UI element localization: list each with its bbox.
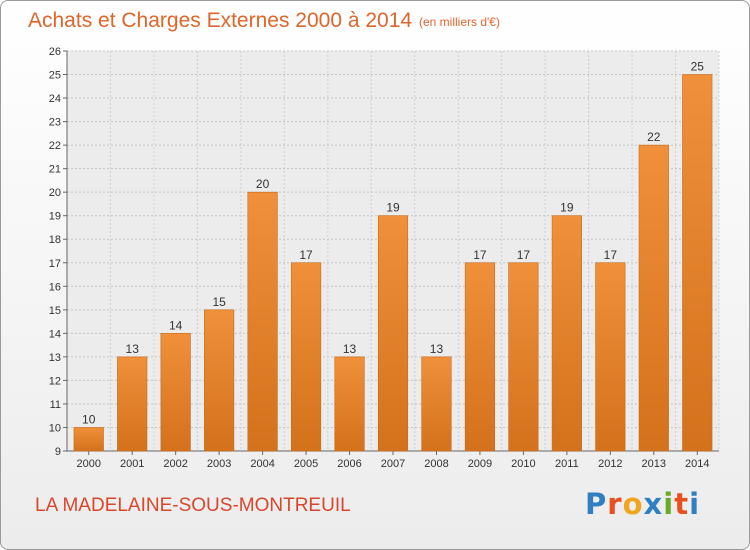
data-label: 14 [169,318,183,332]
y-tick-label: 14 [49,328,61,340]
x-tick-label: 2007 [381,458,405,470]
y-tick-label: 22 [49,140,61,152]
data-label: 13 [126,342,140,356]
y-tick-label: 26 [49,46,61,58]
x-tick-label: 2009 [468,458,492,470]
logo-letter: P [585,487,608,521]
x-tick-label: 2008 [424,458,448,470]
bar [595,262,626,452]
bar [464,262,496,452]
x-tick-label: 2011 [555,458,579,470]
y-tick-label: 16 [49,281,61,293]
data-label: 10 [82,412,96,426]
logo-letter: i [689,487,701,521]
y-tick-label: 9 [55,446,61,458]
bar-layer [73,74,713,452]
y-tick-label: 20 [49,187,61,199]
data-label: 19 [560,201,574,215]
chart-title: Achats et Charges Externes 2000 à 2014 [28,9,413,32]
data-label: 17 [604,248,618,262]
x-tick-label: 2000 [76,458,100,470]
logo-letter: t [674,487,690,521]
bar [551,215,582,452]
data-label: 13 [343,342,357,356]
x-tick-label: 2001 [120,458,144,470]
x-tick-label: 2002 [163,458,187,470]
x-tick-label: 2014 [685,458,709,470]
x-tick-label: 2013 [642,458,666,470]
proxiti-logo[interactable]: Proxiti [585,487,700,521]
data-label: 19 [386,201,400,215]
x-tick-label: 2005 [294,458,318,470]
y-tick-label: 23 [49,117,61,129]
y-tick-label: 18 [49,234,61,246]
data-label: 13 [430,342,444,356]
y-tick-label: 24 [49,93,61,105]
bar [377,215,409,452]
y-tick-label: 19 [49,211,61,223]
chart-unit: (en milliers d'€) [419,15,500,29]
data-label: 22 [647,130,661,144]
y-tick-label: 21 [49,164,61,176]
logo-letter: r [607,487,623,521]
y-tick-label: 15 [49,305,61,317]
bar [334,356,365,452]
data-label: 17 [517,248,531,262]
y-tick-label: 25 [49,70,61,82]
data-label: 15 [212,295,226,309]
x-tick-label: 2003 [207,458,231,470]
data-label: 25 [691,60,705,74]
x-tick-label: 2012 [598,458,622,470]
bar [290,262,322,452]
bar [421,356,452,452]
x-tick-label: 2010 [511,458,535,470]
bar [682,74,713,452]
data-label: 17 [473,248,487,262]
bar [160,333,191,452]
logo-letter: x [643,487,664,521]
bar [204,309,235,452]
data-label: 17 [299,248,313,262]
bar [508,262,539,452]
place-name: LA MADELAINE-SOUS-MONTREUIL [35,495,351,516]
y-tick-label: 17 [49,258,61,270]
x-tick-label: 2004 [250,458,274,470]
bar [73,427,104,452]
bar [117,356,148,452]
y-tick-label: 13 [49,352,61,364]
bar [638,144,669,452]
logo-letter: o [622,487,644,521]
x-tick-label: 2006 [337,458,361,470]
y-tick-label: 12 [49,375,61,387]
y-tick-label: 11 [50,399,61,411]
y-tick-label: 10 [49,422,61,434]
data-label: 20 [256,177,270,191]
logo-letter: i [663,487,675,521]
bar [247,191,278,452]
label-layer: 10 13 14 15 20 17 13 19 13 17 17 19 17 22 25 [82,60,704,427]
